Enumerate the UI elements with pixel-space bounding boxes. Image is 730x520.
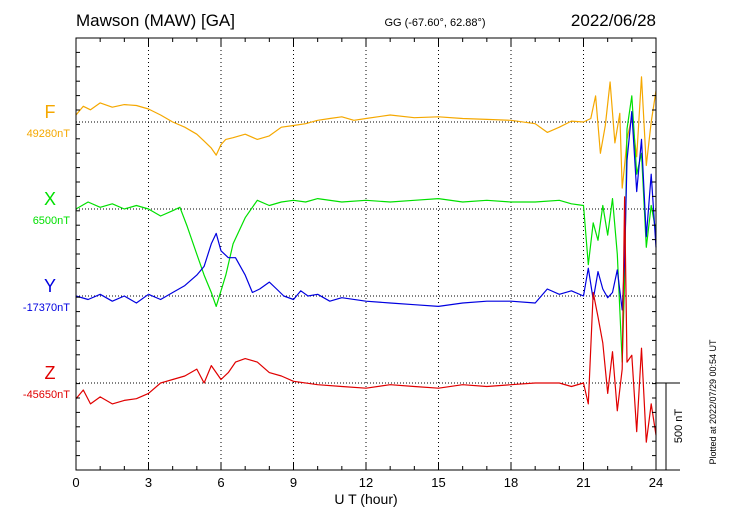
series-line-f bbox=[75, 76, 657, 189]
grid bbox=[76, 38, 656, 470]
x-tick-label: 21 bbox=[576, 475, 590, 490]
x-tick-label: 3 bbox=[145, 475, 152, 490]
series-line-x bbox=[75, 95, 657, 363]
x-axis-label: U T (hour) bbox=[334, 491, 397, 507]
baseline-label-y: -17370nT bbox=[23, 302, 70, 314]
scale-bar-label: 500 nT bbox=[673, 409, 685, 444]
x-tick-label: 6 bbox=[217, 475, 224, 490]
series-lines bbox=[75, 76, 657, 443]
series-name-f: F bbox=[45, 102, 56, 122]
x-tick-label: 24 bbox=[649, 475, 663, 490]
scale-bar: 500 nT bbox=[656, 382, 685, 471]
x-tick-label: 18 bbox=[504, 475, 518, 490]
x-tick-labels: 0 3 6 9 12 15 18 21 24 bbox=[72, 475, 663, 490]
series-name-x: X bbox=[44, 189, 56, 209]
baseline-label-z: -45650nT bbox=[23, 389, 70, 401]
series-name-z: Z bbox=[45, 363, 56, 383]
x-tick-label: 9 bbox=[290, 475, 297, 490]
x-tick-label: 0 bbox=[72, 475, 79, 490]
baseline-label-f: 49280nT bbox=[27, 128, 71, 140]
series-line-y bbox=[75, 110, 657, 311]
date-label: 2022/06/28 bbox=[571, 11, 656, 30]
plotted-at-note: Plotted at 2022/07/29 00:54 UT bbox=[708, 339, 718, 465]
series-line-z bbox=[75, 196, 657, 443]
x-tick-label: 12 bbox=[359, 475, 373, 490]
station-title: Mawson (MAW) [GA] bbox=[76, 11, 235, 30]
baseline-label-x: 6500nT bbox=[33, 215, 71, 227]
coordinates-label: GG (-67.60°, 62.88°) bbox=[384, 17, 485, 29]
plot-frame bbox=[75, 37, 657, 471]
series-name-y: Y bbox=[44, 276, 56, 296]
x-tick-label: 15 bbox=[431, 475, 445, 490]
series-labels: F 49280nT X 6500nT Y -17370nT Z -45650nT bbox=[23, 102, 70, 401]
